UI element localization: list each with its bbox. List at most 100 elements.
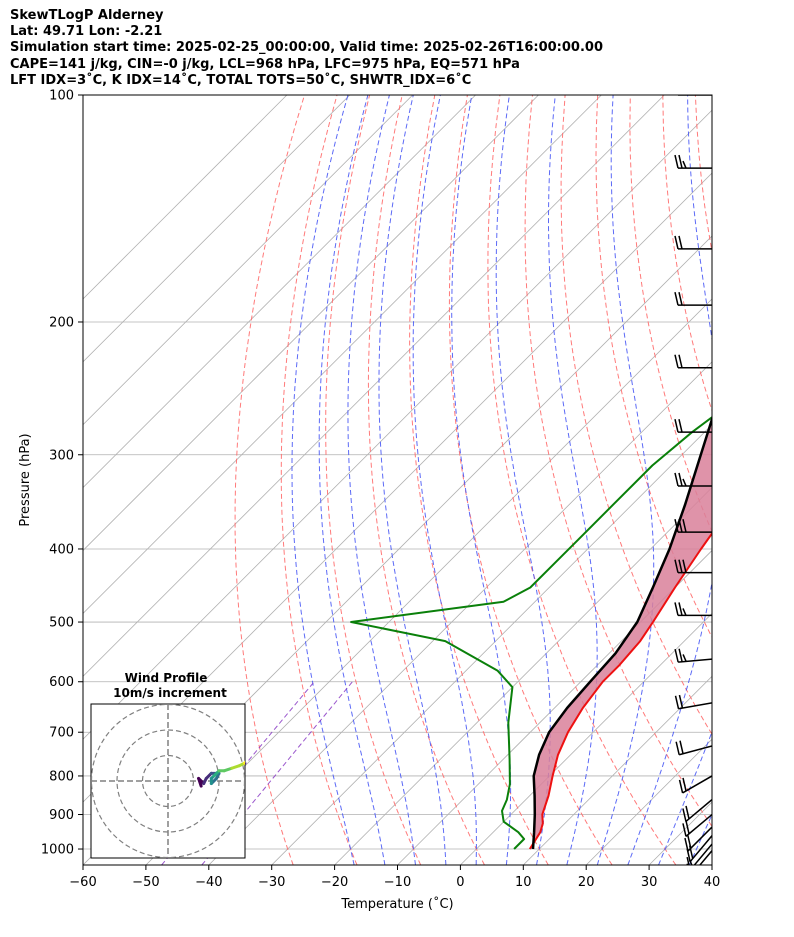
isotherm-line [397,549,712,865]
wind-barb-flag [678,418,683,433]
hodograph-subtitle: 10m/s increment [113,686,227,700]
hodograph-plot [91,704,245,858]
wind-barb [674,602,712,617]
wind-barb-flag [678,559,683,573]
wind-barb-flag [686,856,690,865]
wind-barb-flag [685,805,690,820]
moist-adiabat [548,95,598,865]
wind-barb [674,648,712,663]
wind-barb [674,418,712,433]
dry-adiabat [409,95,549,865]
wind-barb-flag [682,608,687,616]
wind-barb-shaft [687,826,712,852]
moist-adiabat [752,95,794,865]
wind-barb-flag [674,648,679,663]
isotherm-line [145,298,712,865]
wind-barb-flag [685,820,690,834]
wind-barb-shaft [685,799,712,823]
wind-barb [674,154,712,169]
wind-barb-flag [674,154,679,169]
x-tick-label: −10 [384,875,411,890]
wind-barb-flag [678,602,683,616]
isotherm-line [83,95,539,552]
wind-barb-flag [674,418,679,433]
wind-barb-flag [674,472,679,487]
parcel-profile [531,415,712,850]
moist-adiabat [291,95,355,865]
wind-barb-shaft [678,702,712,710]
wind-barb [677,95,712,96]
wind-barb-shaft [678,745,712,756]
x-tick-label: −50 [132,875,159,890]
x-tick-label: −30 [258,875,285,890]
chart-header: SkewTLogP Alderney Lat: 49.71 Lon: -2.21… [10,8,780,89]
wind-barb-flag [682,559,687,573]
isotherm-line [208,361,712,865]
x-axis-label: Temperature (˚C) [340,896,453,912]
wind-barb [686,843,712,865]
wind-barb-flag [682,160,687,169]
wind-barb-flag [689,859,693,865]
y-tick-label: 300 [49,448,74,463]
wind-barb-shaft [678,658,712,663]
hodograph: Wind Profile 10m/s increment [90,671,246,859]
wind-barb [674,235,712,250]
wind-barb-flag [690,867,693,874]
dry-adiabat [761,95,794,865]
wind-barb [674,472,712,487]
isotherm-line [271,424,712,865]
isotherm-line [585,738,712,865]
chart-title: SkewTLogP Alderney [10,8,164,23]
wind-barb [682,799,712,823]
isotherm-line [648,801,712,865]
wind-barb-flag [678,235,683,250]
wind-barb-flag [678,154,683,169]
hodograph-title: Wind Profile [125,671,208,685]
wind-barb-flag [678,779,684,794]
wind-barb-flag [674,559,679,573]
wind-barb [686,835,712,863]
wind-barb-flag [674,695,680,709]
dry-adiabat [728,95,794,865]
y-tick-label: 500 [49,616,74,631]
wind-barb-flag [678,648,683,662]
wind-barb-shaft [693,843,712,865]
moist-adiabat [318,95,386,865]
dry-adiabat [595,95,712,639]
wind-barb-shaft [689,835,712,863]
moist-adiabat [596,95,655,865]
y-tick-label: 1000 [41,843,74,858]
wind-barb-flag [674,292,679,306]
wind-barb-flag [682,823,687,837]
wind-barb [686,850,712,874]
wind-barb-flag [679,740,684,754]
wind-barb-flag [678,694,684,709]
x-tick-label: 40 [704,875,721,890]
wind-barb [674,354,712,369]
moist-adiabat [627,95,712,865]
wind-barb [674,292,712,306]
wind-barb [674,559,712,574]
wind-barb-flag [674,602,679,616]
moist-adiabat [347,95,416,865]
wind-barb-flag [674,354,679,368]
wind-barb-flag [685,95,686,96]
x-tick-label: −20 [321,875,348,890]
cape-line: CAPE=141 j/kg, CIN=-0 j/kg, LCL=968 hPa,… [10,56,520,72]
y-tick-label: 800 [49,769,74,784]
wind-barb-shaft [698,850,712,865]
isotherm-line [460,612,712,865]
moist-adiabat [720,95,794,865]
isotherm-line [83,95,288,300]
x-tick-label: 0 [456,875,464,890]
wind-barb [682,813,712,837]
dry-adiabat [662,95,712,413]
x-tick-label: 20 [578,875,595,890]
wind-barb-flag [681,95,682,96]
dry-adiabat [280,95,358,865]
wind-barb-flag [674,519,679,533]
moist-adiabat [412,95,477,865]
y-tick-label: 200 [49,315,74,330]
dry-adiabat [234,95,305,865]
